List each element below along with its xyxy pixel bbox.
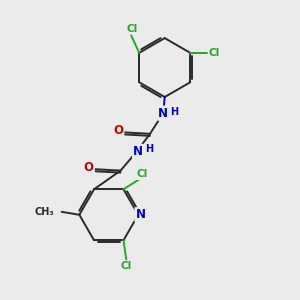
Text: Cl: Cl	[126, 24, 137, 34]
Text: H: H	[145, 144, 153, 154]
Text: O: O	[84, 161, 94, 174]
Text: N: N	[158, 107, 168, 120]
Text: Cl: Cl	[136, 169, 147, 179]
Text: H: H	[170, 107, 178, 117]
Text: Cl: Cl	[209, 48, 220, 58]
Text: N: N	[133, 145, 143, 158]
Text: CH₃: CH₃	[35, 207, 54, 217]
Text: Cl: Cl	[121, 261, 132, 271]
Text: O: O	[113, 124, 123, 137]
Text: N: N	[136, 208, 146, 221]
